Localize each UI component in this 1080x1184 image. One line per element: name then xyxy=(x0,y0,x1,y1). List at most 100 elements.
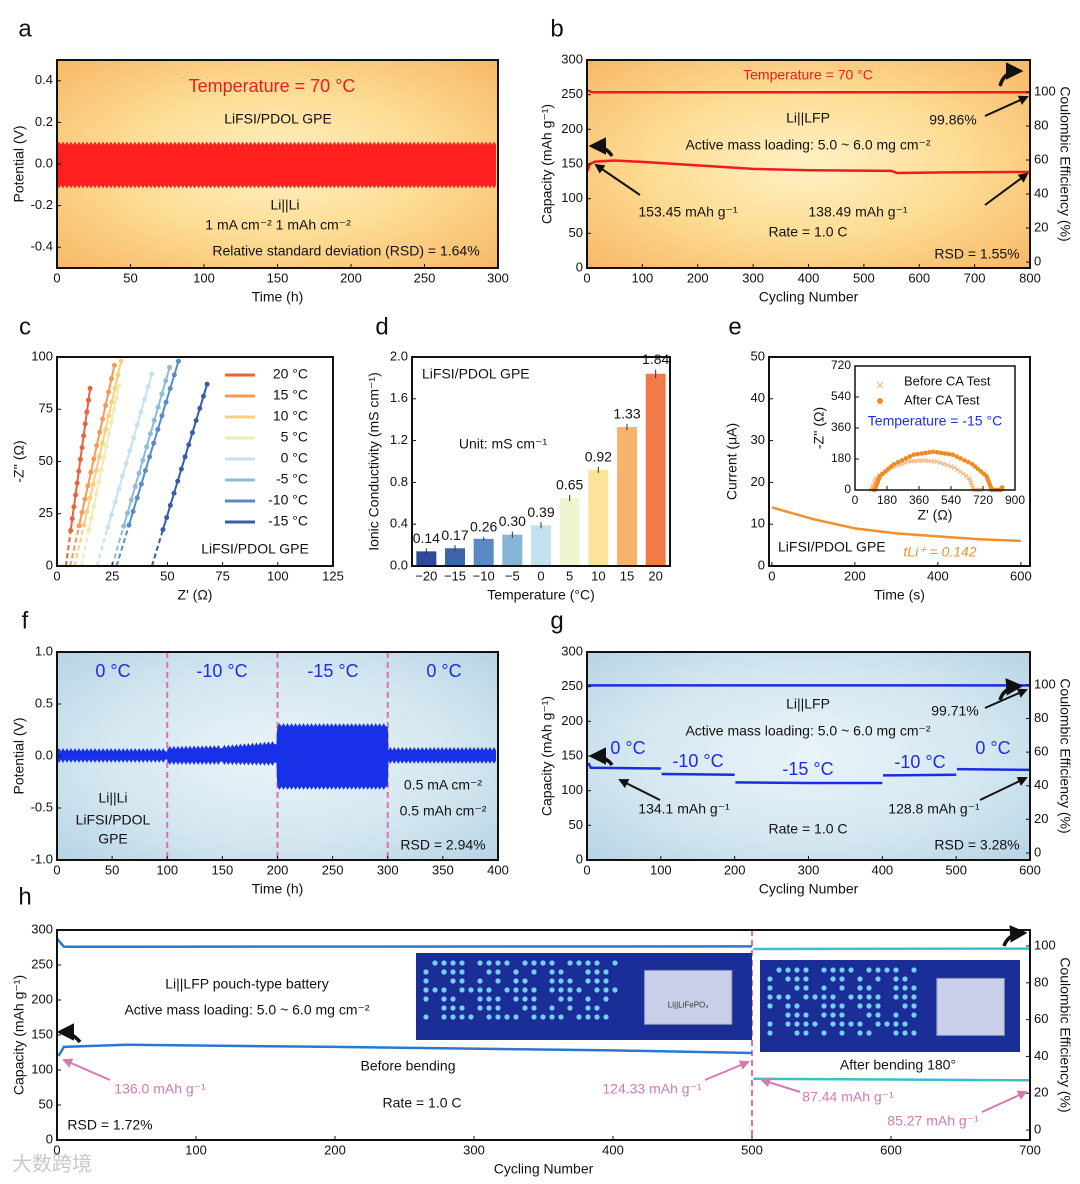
annotation: tLi⁺ = 0.142 xyxy=(903,544,976,560)
y-tick-label: 0 xyxy=(758,557,765,572)
data-point xyxy=(108,376,114,382)
data-point xyxy=(125,510,131,516)
x-tick-label: 0 xyxy=(53,1142,60,1157)
legend-label: 5 °C xyxy=(281,429,308,445)
x-tick-label: 500 xyxy=(945,862,967,877)
data-point xyxy=(131,435,137,441)
x-tick-label: 400 xyxy=(487,862,509,877)
arrow-icon xyxy=(760,1077,801,1093)
x-tick-label: 500 xyxy=(741,1142,763,1157)
y-tick-label: 540 xyxy=(831,389,851,403)
led-dot xyxy=(839,976,845,982)
data-point xyxy=(950,452,956,457)
annotation: RSD = 3.28% xyxy=(934,837,1019,853)
plot-frame xyxy=(411,356,671,567)
x-tick-label: 100 xyxy=(193,270,215,285)
data-point xyxy=(79,445,85,451)
bar-value-label: 0.39 xyxy=(527,504,554,520)
led-dot xyxy=(423,996,429,1002)
led-dot xyxy=(857,1021,863,1027)
led-dot xyxy=(830,1003,836,1009)
y-tick-label: 100 xyxy=(561,782,583,797)
led-dot xyxy=(468,987,474,993)
data-point xyxy=(175,478,181,484)
led-dot xyxy=(803,994,809,1000)
led-dot xyxy=(785,1021,791,1027)
led-dot xyxy=(875,967,881,973)
annotation: 0.5 mA cm⁻² xyxy=(404,777,483,793)
led-dot xyxy=(911,994,917,1000)
data-point xyxy=(968,480,974,486)
led-dot xyxy=(459,1014,465,1020)
data-point xyxy=(147,431,153,437)
panel-letter: e xyxy=(728,313,741,340)
x-tick-label: 360 xyxy=(909,493,929,507)
y-tick-label: 300 xyxy=(561,51,583,66)
annotation: Relative standard deviation (RSD) = 1.64… xyxy=(212,243,479,259)
x-tick-label: 300 xyxy=(377,862,399,877)
led-dot xyxy=(767,976,773,982)
curved-arrow-icon xyxy=(588,747,614,767)
led-dot xyxy=(459,960,465,966)
led-dot xyxy=(594,987,600,993)
led-dot xyxy=(785,994,791,1000)
data-point xyxy=(946,451,952,457)
data-point xyxy=(927,450,932,455)
voltage-band xyxy=(57,723,497,790)
led-dot xyxy=(785,1003,791,1009)
data-point xyxy=(160,527,166,533)
led-dot xyxy=(875,976,881,982)
battery-led-photo xyxy=(760,960,1020,1052)
led-dot xyxy=(893,1012,899,1018)
arrow-icon xyxy=(704,1060,750,1081)
x-tick-label: 150 xyxy=(267,270,289,285)
y-tick-label: 0.0 xyxy=(35,155,53,170)
data-point xyxy=(957,469,963,475)
led-dot xyxy=(594,960,600,966)
led-dot xyxy=(893,994,899,1000)
series-line xyxy=(586,89,1030,94)
y-tick-label: -1.0 xyxy=(31,851,53,866)
led-dot xyxy=(531,969,537,975)
annotation: Rate = 1.0 C xyxy=(769,821,848,837)
y-tick-label: 0.4 xyxy=(35,72,53,87)
data-point xyxy=(109,399,115,405)
led-dot xyxy=(893,1030,899,1036)
series-line xyxy=(587,762,1031,785)
led-dot xyxy=(549,969,555,975)
legend-label: -10 °C xyxy=(268,492,308,508)
led-dot xyxy=(857,1030,863,1036)
led-dot xyxy=(567,960,573,966)
annotation: 0 °C xyxy=(610,738,645,758)
panel-c: 0 25 50 75 100 125 0 25 50 75 100 Z' (Ω) -Z'' (Ω) LiF… xyxy=(11,348,344,602)
annotation: -10 °C xyxy=(196,661,247,681)
led-dot xyxy=(486,996,492,1002)
led-dot xyxy=(441,987,447,993)
data-point xyxy=(167,385,173,391)
panel-letter: d xyxy=(375,313,388,340)
x-tick-label: 20 xyxy=(648,568,662,583)
y2-tick-label: 20 xyxy=(1034,219,1048,234)
data-point xyxy=(899,458,905,463)
x-tick-label: −5 xyxy=(505,568,520,583)
led-dot xyxy=(902,985,908,991)
fit-line xyxy=(80,529,90,567)
x-tick-label: 600 xyxy=(1019,862,1041,877)
data-point xyxy=(958,456,963,461)
data-point xyxy=(76,468,82,474)
data-point xyxy=(105,525,111,531)
led-dot xyxy=(803,985,809,991)
data-point xyxy=(919,451,924,456)
pouch-cell xyxy=(643,969,733,1025)
led-dot xyxy=(495,960,501,966)
x-tick-label: 200 xyxy=(340,270,362,285)
led-dot xyxy=(830,1012,836,1018)
data-point xyxy=(891,461,897,467)
data-point xyxy=(87,495,93,501)
led-dot xyxy=(549,1005,555,1011)
y-tick-label: 20 xyxy=(751,474,765,489)
x-axis-label: Cycling Number xyxy=(759,881,859,897)
fit-line xyxy=(150,529,164,567)
led-dot xyxy=(522,996,528,1002)
led-dot xyxy=(549,978,555,984)
